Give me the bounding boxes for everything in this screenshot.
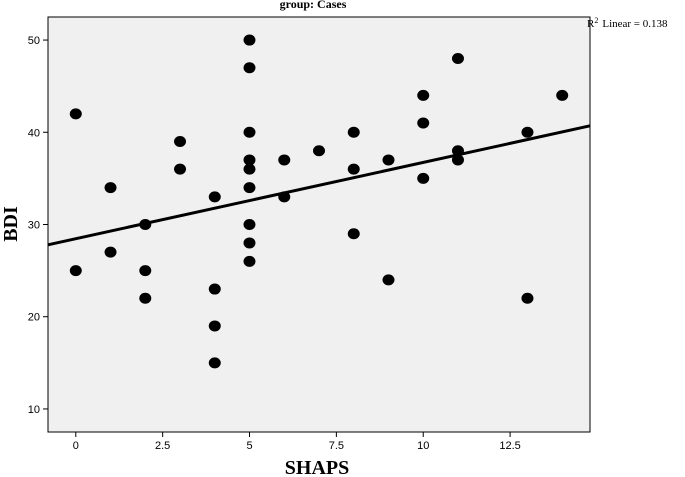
data-point: [243, 219, 256, 230]
data-point: [243, 34, 256, 46]
y-tick-label: 40: [28, 127, 40, 139]
data-point: [139, 219, 152, 230]
data-point: [243, 182, 256, 194]
data-point: [451, 53, 464, 64]
data-point: [347, 126, 360, 138]
data-point: [243, 237, 256, 249]
data-point: [243, 126, 256, 138]
y-tick-label: 30: [28, 220, 40, 232]
data-point: [243, 154, 256, 166]
y-tick-label: 10: [28, 404, 40, 416]
data-point: [139, 265, 152, 277]
data-point: [104, 246, 117, 258]
data-point: [278, 191, 291, 203]
r-squared-label: R2 Linear = 0.138: [587, 16, 668, 30]
data-point: [278, 154, 291, 166]
data-point: [313, 145, 325, 157]
data-point: [104, 182, 117, 194]
data-point: [556, 89, 569, 101]
data-point: [382, 274, 395, 286]
data-point: [347, 228, 360, 240]
r-squared-prefix: R: [587, 18, 595, 30]
data-points: [69, 34, 569, 369]
data-point: [417, 172, 430, 184]
x-axis-ticks: 0 2.5 5 7.5 10 12.5: [73, 432, 521, 452]
x-tick-label: 5: [246, 440, 252, 452]
x-axis-label: SHAPS: [285, 457, 349, 477]
data-point: [208, 357, 221, 369]
data-point: [139, 292, 152, 304]
x-tick-label: 12.5: [499, 440, 520, 452]
data-point: [208, 283, 221, 295]
x-tick-label: 0: [73, 440, 79, 452]
data-point: [347, 163, 360, 175]
y-axis-ticks: 10 20 30 40 50: [28, 35, 48, 416]
r-squared-superscript: 2: [594, 16, 598, 25]
data-point: [451, 154, 464, 166]
y-axis-label: BDI: [0, 206, 22, 242]
x-tick-label: 10: [417, 440, 429, 452]
data-point: [243, 62, 256, 74]
data-point: [382, 154, 395, 166]
data-point: [208, 320, 221, 332]
y-tick-label: 20: [28, 312, 40, 324]
r-squared-value: Linear = 0.138: [602, 18, 668, 30]
x-tick-label: 7.5: [329, 440, 344, 452]
data-point: [243, 163, 256, 175]
data-point: [243, 255, 256, 267]
plot-area: [47, 16, 591, 433]
chart-title: group: Cases: [280, 0, 347, 11]
data-point: [69, 265, 82, 277]
data-point: [174, 163, 187, 175]
data-point: [417, 89, 430, 101]
y-tick-label: 50: [28, 35, 40, 47]
data-point: [174, 136, 187, 147]
data-point: [69, 108, 82, 120]
x-tick-label: 2.5: [155, 440, 170, 452]
linear-fit-line: [47, 124, 591, 247]
data-point: [451, 145, 464, 157]
data-point: [208, 191, 221, 203]
data-point: [417, 117, 430, 129]
data-point: [521, 292, 534, 304]
data-point: [521, 126, 534, 138]
